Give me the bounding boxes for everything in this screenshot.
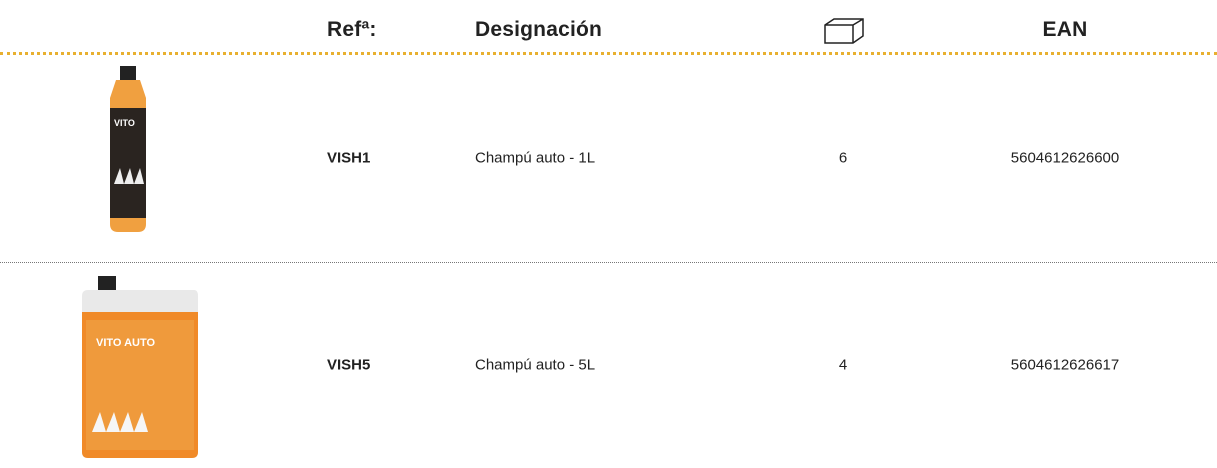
ref: VISH5	[327, 356, 371, 374]
svg-text:VITO AUTO: VITO AUTO	[96, 337, 156, 349]
ref: VISH1	[327, 149, 371, 167]
row-rule	[0, 262, 1217, 263]
bottle-1l-image: VITO	[110, 66, 146, 232]
ean: 5604612626617	[1010, 356, 1120, 374]
header-rule	[0, 52, 1217, 55]
header-ref: Refª:	[327, 18, 377, 41]
quantity: 4	[838, 356, 848, 374]
svg-text:VITO: VITO	[114, 118, 135, 128]
header-designation: Designación	[475, 18, 603, 41]
header-ean: EAN	[1042, 18, 1088, 41]
designation: Champú auto - 1L	[475, 149, 596, 167]
designation: Champú auto - 5L	[475, 356, 596, 374]
jug-5l-image: VITO AUTO	[82, 276, 198, 458]
quantity: 6	[838, 149, 848, 167]
ean: 5604612626600	[1010, 149, 1120, 167]
box-icon	[824, 18, 864, 44]
